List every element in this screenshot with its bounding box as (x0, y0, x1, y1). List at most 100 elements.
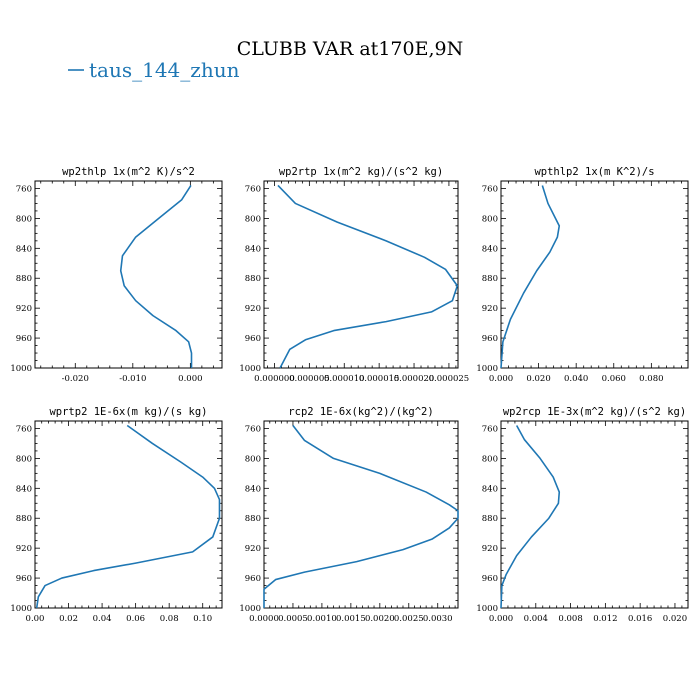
x-tick-label: 0.020 (526, 374, 550, 384)
x-tick-label: 0.016 (628, 614, 652, 624)
y-tick-label: 920 (16, 304, 32, 314)
series-line-taus_144_zhun (277, 184, 459, 369)
y-tick-label: 880 (482, 514, 498, 524)
y-tick-label: 880 (16, 514, 32, 524)
plot-frame (500, 420, 689, 609)
y-tick-label: 800 (245, 454, 261, 464)
y-tick-label: 800 (16, 214, 32, 224)
subplot-4: wprtp2 1E-6x(m kg)/(s kg) 760 800 840 880 920… (10, 406, 223, 624)
y-tick-label: 920 (245, 304, 261, 314)
y-tick-label: 920 (245, 544, 261, 554)
x-tick-label: 0.000 (489, 614, 513, 624)
plot-frame (263, 180, 459, 369)
subplot-2: wp2rtp 1x(m^2 kg)/(s^2 kg) 760 800 840 880 92… (239, 166, 469, 384)
plot-frame (500, 180, 689, 369)
y-tick-label: 1000 (476, 604, 498, 614)
x-tick-label: 0.000010 (324, 374, 365, 384)
y-tick-label: 760 (16, 184, 32, 194)
y-tick-label: 960 (482, 334, 498, 344)
y-tick-label: 760 (482, 424, 498, 434)
y-tick-label: 1000 (239, 364, 261, 374)
y-tick-label: 960 (16, 574, 32, 584)
y-tick-label: 800 (16, 454, 32, 464)
subplot-title: wp2rcp 1E-3x(m^2 kg)/(s^2 kg) (503, 406, 686, 418)
y-tick-label: 880 (16, 274, 32, 284)
y-tick-label: 840 (482, 244, 498, 254)
x-tick-label: 0.008 (558, 614, 582, 624)
y-tick-label: 920 (482, 544, 498, 554)
series-line-taus_144_zhun (263, 425, 459, 608)
series-line-taus_144_zhun (119, 185, 193, 368)
figure-title: CLUBB VAR at170E,9N (237, 38, 463, 60)
y-tick-label: 840 (16, 484, 32, 494)
x-tick-label: 0.080 (639, 374, 663, 384)
x-tick-label: 0.000025 (429, 374, 470, 384)
y-tick-label: 760 (16, 424, 32, 434)
x-tick-label: 0.0005 (278, 614, 308, 624)
legend-label: taus_144_zhun (89, 58, 240, 82)
subplot-5: rcp2 1E-6x(kg^2)/(kg^2) 760 800 840 880 920 96… (239, 406, 459, 624)
subplot-1: wp2thlp 1x(m^2 K)/s^2 760 800 840 880 920 960 1… (10, 166, 223, 384)
series-line-taus_144_zhun (500, 185, 561, 369)
x-tick-label: 0.000005 (289, 374, 330, 384)
x-tick-label: 0.040 (564, 374, 588, 384)
y-tick-label: 1000 (476, 364, 498, 374)
x-tick-label: 0.00 (26, 614, 45, 624)
plot-frame (34, 180, 223, 369)
subplot-title: wp2rtp 1x(m^2 kg)/(s^2 kg) (279, 166, 443, 178)
y-tick-label: 880 (245, 274, 261, 284)
y-tick-label: 1000 (10, 364, 32, 374)
x-tick-label: 0.08 (160, 614, 179, 624)
y-tick-label: 880 (482, 274, 498, 284)
x-tick-label: 0.012 (593, 614, 617, 624)
subplot-title: rcp2 1E-6x(kg^2)/(kg^2) (288, 406, 433, 418)
x-tick-label: 0.0000 (249, 614, 279, 624)
y-tick-label: 1000 (239, 604, 261, 614)
y-tick-label: 1000 (10, 604, 32, 614)
y-tick-label: 960 (482, 574, 498, 584)
y-tick-label: 840 (245, 484, 261, 494)
panel-grid: wp2thlp 1x(m^2 K)/s^2 760 800 840 880 920 960 1… (10, 166, 689, 624)
y-tick-label: 760 (482, 184, 498, 194)
subplot-title: wp2thlp 1x(m^2 K)/s^2 (62, 166, 195, 178)
x-tick-label: 0.0020 (365, 614, 395, 624)
y-tick-label: 840 (245, 244, 261, 254)
x-tick-label: 0.004 (524, 614, 548, 624)
y-tick-label: 760 (245, 424, 261, 434)
x-tick-label: -0.020 (62, 374, 89, 384)
x-tick-label: 0.000015 (359, 374, 400, 384)
series-line-taus_144_zhun (500, 425, 561, 609)
subplot-3: wpthlp2 1x(m K^2)/s 760 800 840 880 920 960 100… (476, 166, 689, 384)
x-tick-label: 0.10 (193, 614, 212, 624)
plot-frame (263, 420, 459, 609)
x-tick-label: -0.010 (119, 374, 146, 384)
x-tick-label: 0.0010 (307, 614, 337, 624)
x-tick-label: 0.0015 (336, 614, 366, 624)
subplot-title: wprtp2 1E-6x(m kg)/(s kg) (49, 406, 207, 418)
y-tick-label: 800 (482, 214, 498, 224)
y-tick-label: 960 (16, 334, 32, 344)
x-tick-label: 0.04 (93, 614, 112, 624)
series-line-taus_144_zhun (35, 424, 221, 609)
y-tick-label: 800 (245, 214, 261, 224)
y-tick-label: 960 (245, 574, 261, 584)
x-tick-label: 0.060 (602, 374, 626, 384)
x-tick-label: 0.000 (178, 374, 202, 384)
subplot-6: wp2rcp 1E-3x(m^2 kg)/(s^2 kg) 760 800 840 88… (476, 406, 689, 624)
x-tick-label: 0.0030 (423, 614, 453, 624)
y-tick-label: 800 (482, 454, 498, 464)
y-tick-label: 840 (16, 244, 32, 254)
y-tick-label: 880 (245, 514, 261, 524)
plot-frame (34, 420, 223, 609)
x-tick-label: 0.000000 (254, 374, 295, 384)
x-tick-label: 0.0025 (394, 614, 424, 624)
y-tick-label: 840 (482, 484, 498, 494)
x-tick-label: 0.000 (489, 374, 513, 384)
legend: taus_144_zhun (68, 58, 240, 82)
x-tick-label: 0.000020 (394, 374, 435, 384)
y-tick-label: 760 (245, 184, 261, 194)
x-tick-label: 0.020 (663, 614, 687, 624)
x-tick-label: 0.06 (126, 614, 145, 624)
y-tick-label: 920 (482, 304, 498, 314)
